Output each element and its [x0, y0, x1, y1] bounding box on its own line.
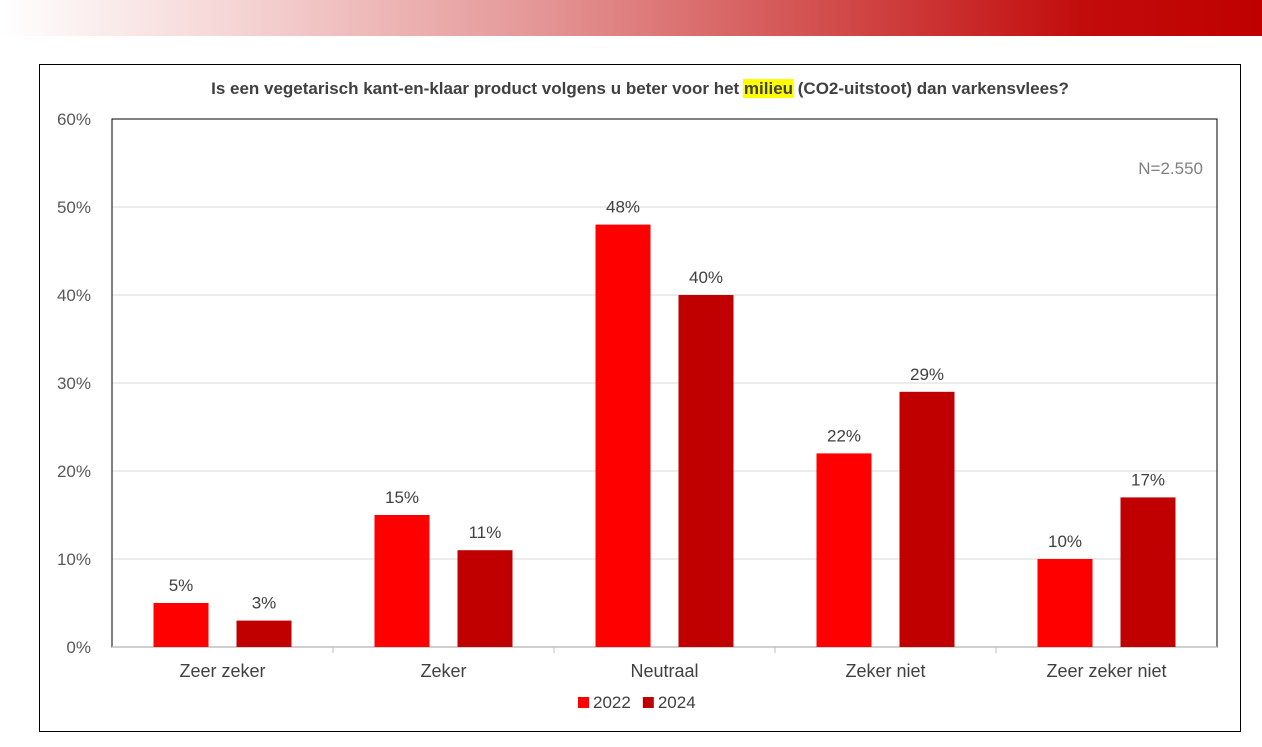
chart-title-highlight: milieu: [744, 79, 793, 98]
x-category-label: Zeer zeker: [179, 661, 265, 681]
chart-title-group: Is een vegetarisch kant-en-klaar product…: [211, 79, 1069, 98]
y-tick-label: 20%: [57, 462, 91, 481]
legend-swatch-2024: [642, 697, 654, 708]
x-category-label: Neutraal: [630, 661, 698, 681]
bar-2024: [678, 295, 734, 647]
legend: 2022 2024: [578, 693, 696, 712]
data-label: 10%: [1048, 532, 1082, 551]
bar-2022: [816, 453, 872, 647]
data-label: 5%: [169, 576, 194, 595]
sample-size-annotation: N=2.550: [1138, 159, 1203, 178]
bar-2022: [153, 603, 209, 647]
x-category-label: Zeer zeker niet: [1046, 661, 1166, 681]
gridlines: [112, 206, 1217, 560]
y-tick-label: 40%: [57, 286, 91, 305]
y-tick-label: 50%: [57, 198, 91, 217]
bar-2024: [1120, 497, 1176, 647]
chart-title-part: (CO2-uitstoot) dan varkensvlees?: [793, 79, 1069, 98]
chart-frame: Is een vegetarisch kant-en-klaar product…: [39, 64, 1241, 732]
bar-2024: [457, 550, 513, 647]
data-label: 40%: [689, 268, 723, 287]
y-tick-label: 30%: [57, 374, 91, 393]
bar-2024: [236, 620, 292, 647]
data-label: 29%: [910, 365, 944, 384]
y-tick-label: 60%: [57, 110, 91, 129]
chart-title-part: Is een vegetarisch kant-en-klaar product…: [211, 79, 744, 98]
y-tick-label: 10%: [57, 550, 91, 569]
bar-2024: [899, 391, 955, 647]
data-label: 11%: [469, 523, 502, 542]
data-label: 3%: [252, 594, 277, 613]
data-label: 17%: [1131, 470, 1165, 489]
chart-title: Is een vegetarisch kant-en-klaar product…: [211, 79, 1069, 98]
bar-2022: [595, 224, 651, 647]
axes: 0% 10% 20% 30% 40% 50% 60% Zeer zeker Zeker Neutr…: [57, 110, 1218, 681]
data-label: 48%: [606, 198, 640, 217]
legend-label: 2022: [593, 693, 631, 712]
data-label: 22%: [827, 426, 861, 445]
x-category-label: Zeker: [420, 661, 466, 681]
legend-label: 2024: [658, 693, 696, 712]
bar-2022: [374, 515, 430, 647]
bars: [153, 224, 1176, 647]
data-labels: 5% 3% 15% 11% 48% 40% 22% 29% 10% 17%: [169, 198, 1165, 613]
title-highlight-box: [742, 79, 795, 98]
data-label: 15%: [385, 488, 419, 507]
legend-swatch-2022: [578, 697, 589, 708]
bar-2022: [1037, 559, 1093, 647]
y-tick-label: 0%: [66, 638, 91, 657]
x-category-label: Zeker niet: [845, 661, 925, 681]
header-gradient-band: [0, 0, 1262, 36]
bar-chart: Is een vegetarisch kant-en-klaar product…: [57, 79, 1218, 712]
